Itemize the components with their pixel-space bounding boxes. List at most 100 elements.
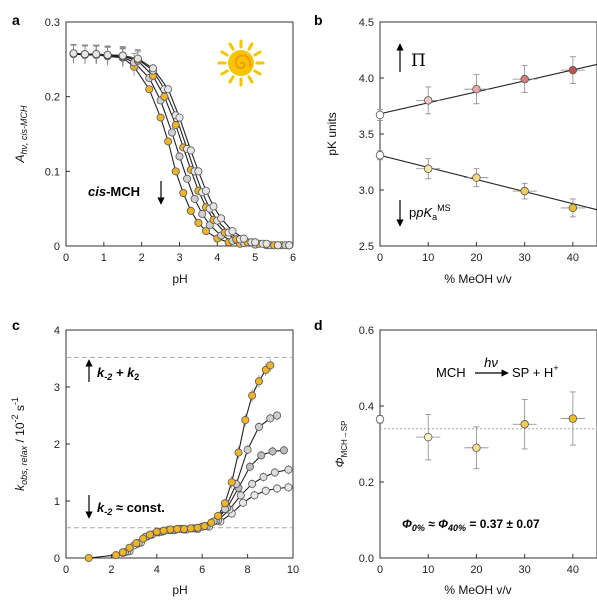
panel-c-ann-upper-k: k bbox=[97, 365, 105, 380]
panel-c-xtick-label: 4 bbox=[154, 564, 160, 576]
panel-d-chart: 0 10 20 30 400.00.20.40.6 % MeOH v/v ΦMCH→SP… bbox=[333, 325, 597, 597]
reaction-right-main: SP + H bbox=[512, 365, 553, 380]
panel-a-data-point bbox=[186, 146, 195, 155]
panel-a-data-point bbox=[251, 238, 260, 247]
panel-a-data-point bbox=[133, 54, 142, 63]
panel-c-data-point bbox=[284, 483, 293, 492]
panel-a-xtick-label: 1 bbox=[101, 252, 107, 264]
panel-c-data-point bbox=[266, 414, 275, 423]
panel-c-marks bbox=[66, 356, 293, 563]
panel-b-chart: 0 10 20 30 40 2.5 3.0 3.5 4.0 4.5 % MeOH v/v pK u… bbox=[325, 17, 597, 286]
panel-c-data-point bbox=[254, 422, 263, 431]
reaction-right: SP + H+ bbox=[512, 363, 559, 380]
panel-a-data-point bbox=[273, 241, 282, 250]
panel-b-data-point bbox=[568, 65, 578, 75]
panel-c-data-point bbox=[279, 446, 288, 455]
panel-d-xtick-label: 20 bbox=[470, 564, 482, 576]
panel-a-data-point bbox=[69, 49, 78, 58]
panel-a-data-point bbox=[194, 218, 203, 227]
sun-ray bbox=[247, 75, 254, 84]
panel-c-data-point bbox=[250, 491, 259, 500]
panel-c-xtick-label: 6 bbox=[199, 564, 205, 576]
panel-c-data-point bbox=[166, 525, 175, 534]
panel-b-marks bbox=[375, 56, 597, 218]
panel-b-annotation-pka: ppKaMS bbox=[409, 203, 451, 222]
panel-b-annotation-pka-k: pK bbox=[415, 205, 433, 220]
panel-c-annotation-lower: k-2 ≈ const. bbox=[97, 500, 165, 517]
panel-label-b: b bbox=[314, 12, 323, 28]
panel-b-data-point bbox=[472, 173, 481, 182]
panel-c-data-point bbox=[111, 551, 120, 560]
summary-mid: ≈ bbox=[425, 517, 438, 531]
panel-d-xtick-label: 30 bbox=[519, 564, 531, 576]
panel-c-data-point bbox=[248, 479, 257, 488]
sun-ray bbox=[228, 42, 235, 51]
panel-d-xlabel: % MeOH v/v bbox=[444, 583, 511, 597]
panel-d-ytick-label: 0.6 bbox=[359, 325, 374, 337]
panel-b-annotation-pka-sub: a bbox=[432, 212, 437, 222]
panel-c-data-point bbox=[186, 524, 195, 533]
panel-d-ytick-label: 0.4 bbox=[359, 401, 374, 413]
panel-b-annotation-pi: Π bbox=[411, 51, 426, 71]
panel-c-ytick-label: 0 bbox=[54, 553, 60, 565]
panel-a-data-point bbox=[80, 50, 89, 59]
panel-a-xtick-label: 4 bbox=[214, 252, 220, 264]
panel-c-ytick-label: 1 bbox=[54, 496, 60, 508]
panel-c-xtick-label: 0 bbox=[63, 564, 69, 576]
panel-c-ticks: 0 2 4 6 8 10 0 1 2 3 4 bbox=[54, 325, 299, 576]
panel-c-data-point bbox=[261, 486, 270, 495]
panel-a-ylabel-sub: hν, cis-MCH bbox=[19, 105, 29, 154]
panel-d-ytick-label: 0.2 bbox=[359, 477, 374, 489]
panel-b-xtick-label: 0 bbox=[377, 252, 383, 264]
panel-c-xlabel: pH bbox=[172, 583, 187, 597]
panel-b-data-point bbox=[520, 186, 529, 196]
sun-rays bbox=[217, 39, 265, 87]
sun-ray bbox=[228, 75, 235, 84]
panel-c-data-point bbox=[118, 548, 127, 557]
panel-a-chart: 0 1 2 3 4 5 6 0 0.1 0.2 0.3 pH Ahν, cis-MCH cis-MC… bbox=[13, 17, 296, 286]
panel-c-ylabel-k: k bbox=[13, 484, 27, 491]
panel-a-data-point bbox=[198, 209, 207, 218]
panel-d-data-point bbox=[568, 414, 578, 423]
panel-d-reaction: MCH hν SP + H+ bbox=[436, 355, 559, 380]
panel-c-ylabel: kobs, relax / 10-2 s-1 bbox=[10, 397, 29, 491]
panel-d-xtick-label: 40 bbox=[567, 564, 579, 576]
panel-d-xtick-label: 0 bbox=[377, 564, 383, 576]
panel-d-ylabel-sub: MCH→SP bbox=[340, 421, 349, 458]
panel-a-data-point bbox=[201, 227, 210, 236]
panel-a-data-point bbox=[175, 113, 184, 122]
panel-c-data-point bbox=[227, 478, 236, 487]
panel-c-data-point bbox=[132, 539, 141, 548]
panel-c-ylabel-tail-exp: -1 bbox=[10, 397, 20, 405]
panel-a-data-point bbox=[167, 128, 176, 137]
panel-a-data-point bbox=[92, 50, 101, 59]
panel-c-ann-upper-k2: + k bbox=[112, 365, 135, 380]
panel-c-data-point bbox=[270, 468, 279, 477]
panel-a-xtick-label: 2 bbox=[139, 252, 145, 264]
panel-a-xtick-label: 3 bbox=[176, 252, 182, 264]
panel-d-xtick-label: 10 bbox=[422, 564, 434, 576]
panel-a-ylabel: Ahν, cis-MCH bbox=[13, 105, 29, 164]
sun-ray bbox=[253, 50, 262, 57]
panel-b-ytick-label: 3.5 bbox=[359, 129, 374, 141]
panel-d-ylabel: ΦMCH→SP bbox=[333, 421, 349, 468]
panel-b-ytick-label: 2.5 bbox=[359, 241, 374, 253]
panel-a-data-point bbox=[164, 137, 173, 146]
panel-a-annotation: cis-MCH bbox=[88, 184, 140, 199]
panel-c-annotation-upper: k-2 + k2 bbox=[97, 365, 139, 382]
panel-label-a: a bbox=[12, 12, 20, 28]
panel-a-data-point bbox=[209, 202, 218, 211]
panel-c-data-point bbox=[214, 511, 223, 520]
panel-c-ylabel-tail: s bbox=[13, 405, 27, 414]
panel-c-data-point bbox=[239, 498, 248, 507]
panel-b-ytick-label: 3.0 bbox=[359, 185, 374, 197]
summary-sub-2: 40% bbox=[447, 523, 466, 533]
panel-c-data-point bbox=[173, 524, 182, 533]
panel-a-data-point bbox=[179, 188, 188, 197]
panel-b-fit-line bbox=[379, 154, 597, 211]
panel-c-data-point bbox=[273, 411, 282, 420]
summary-sub-1: 0% bbox=[412, 523, 425, 533]
summary-phi-1: Φ bbox=[402, 517, 412, 531]
summary-end: = 0.37 ± 0.07 bbox=[466, 517, 540, 531]
panel-c-ylabel-unit: / 10 bbox=[13, 422, 27, 446]
